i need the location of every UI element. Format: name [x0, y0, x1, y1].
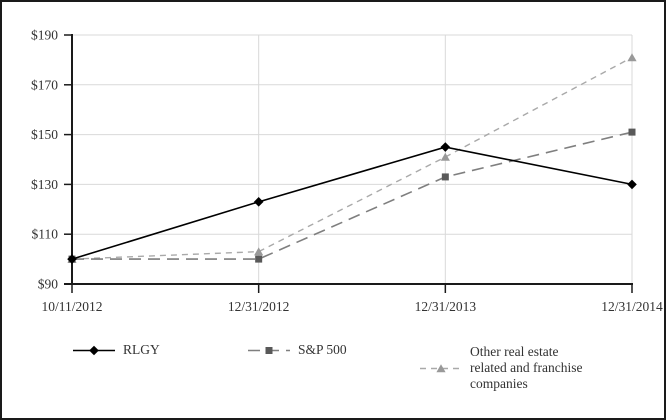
x-tick-label: 12/31/2012	[228, 299, 290, 314]
y-tick-label: $170	[31, 77, 58, 92]
y-tick-label: $130	[31, 177, 58, 192]
series-line-other	[71, 56, 633, 260]
marker-diamond	[440, 142, 451, 152]
x-tick-label: 12/31/2014	[601, 299, 663, 314]
marker-square	[255, 255, 263, 263]
x-tick-label: 10/11/2012	[41, 299, 102, 314]
series-line-sp500	[72, 131, 633, 260]
y-tick-label: $190	[31, 28, 58, 43]
marker-diamond	[253, 197, 264, 207]
marker-diamond	[67, 254, 77, 264]
marker-triangle	[254, 247, 264, 256]
marker-triangle	[627, 53, 637, 62]
marker-diamond	[627, 179, 637, 190]
marker-square	[441, 173, 449, 181]
marker-triangle	[440, 152, 450, 161]
x-tick-label: 12/31/2013	[415, 299, 477, 314]
series-line-rlgy	[71, 146, 633, 260]
y-tick-label: $90	[38, 277, 59, 292]
marker-square	[628, 128, 636, 136]
y-tick-label: $110	[32, 227, 59, 242]
y-tick-label: $150	[31, 127, 58, 142]
